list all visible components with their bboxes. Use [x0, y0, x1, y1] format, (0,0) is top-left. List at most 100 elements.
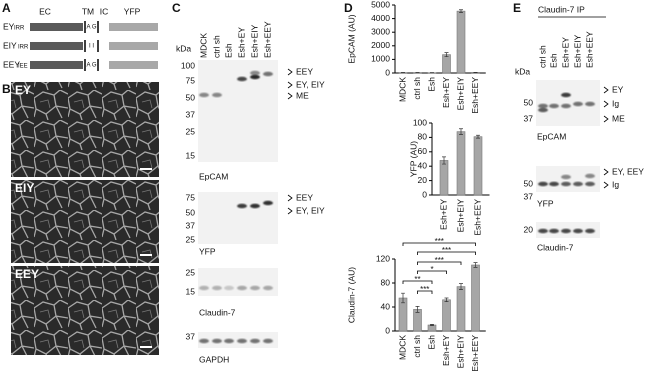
error-bar	[430, 324, 434, 326]
micrograph	[11, 180, 159, 263]
band	[585, 173, 595, 179]
band	[263, 285, 273, 291]
x-tick-label: ctrl sh	[412, 335, 422, 358]
y-tick-label: 0	[385, 67, 390, 77]
band-bracket	[287, 194, 293, 202]
lane-label: ctrl sh	[537, 45, 547, 68]
marker-label: 50	[186, 207, 196, 217]
band	[224, 285, 234, 291]
significance-label: ***	[420, 285, 429, 294]
band	[250, 285, 260, 291]
y-tick-label: 80	[418, 132, 428, 142]
y-tick-label: 0	[422, 189, 427, 199]
domain-header: IC	[100, 6, 109, 16]
x-tick-label: MDCK	[397, 335, 407, 360]
tm-residues: I I	[89, 44, 94, 50]
x-tick-label: Esh+EIY	[455, 199, 465, 233]
kda-label: kDa	[176, 43, 191, 53]
significance-label: ***	[435, 256, 444, 265]
band-label: ME	[612, 113, 625, 123]
marker-label: 75	[186, 75, 196, 85]
lane-label: Esh+EIY	[249, 24, 259, 58]
bar	[456, 286, 466, 332]
band	[573, 101, 583, 107]
ec-domain	[30, 61, 83, 69]
band	[237, 76, 247, 82]
blot-name: EpCAM	[537, 131, 566, 141]
band	[561, 181, 571, 187]
x-tick-label: Esh+EY	[441, 335, 451, 366]
domain-header: EC	[39, 6, 51, 16]
band-label: EY, EIY	[296, 205, 325, 215]
marker-label: 75	[186, 192, 196, 202]
y-tick-label: 1000	[371, 54, 390, 64]
construct-tail: IEE	[18, 64, 28, 70]
significance-bracket	[417, 270, 447, 274]
band-bracket	[603, 100, 609, 108]
marker-label: 37	[186, 109, 196, 119]
bar	[471, 264, 480, 332]
significance-bracket	[417, 290, 433, 294]
band	[250, 338, 260, 344]
band	[561, 174, 571, 180]
marker-label: 100	[181, 60, 195, 70]
blot-name: YFP	[537, 198, 554, 208]
y-tick-label: 40	[381, 301, 391, 311]
yfp-domain	[109, 42, 158, 50]
y-tick-label: 20	[418, 175, 428, 185]
marker-label: 25	[186, 126, 196, 136]
marker-label: 25	[186, 267, 196, 277]
marker-label: 25	[186, 234, 196, 244]
band-label: EEY	[296, 66, 313, 76]
significance-bracket	[402, 280, 433, 284]
blot-name: Claudin-7	[537, 242, 574, 252]
marker-label: 37	[524, 191, 534, 201]
marker-label: 37	[524, 113, 534, 123]
blot	[198, 60, 278, 162]
marker-label: 50	[186, 92, 196, 102]
tm-domain	[83, 61, 109, 69]
bar	[439, 160, 449, 196]
band	[585, 181, 595, 187]
blot	[198, 268, 278, 296]
error-bar	[444, 297, 449, 302]
error-bar	[476, 134, 480, 139]
error-bar	[459, 283, 463, 290]
band	[585, 101, 595, 107]
band	[538, 181, 548, 187]
domain-header: TM	[82, 6, 94, 16]
x-tick-label: Esh+EIY	[455, 335, 465, 369]
band-bracket	[287, 207, 293, 215]
y-tick-label: 60	[418, 146, 428, 156]
band	[549, 103, 559, 109]
panel-label: E	[513, 1, 521, 15]
x-tick-label: Esh+EY	[441, 77, 451, 108]
blot-name: YFP	[199, 246, 216, 256]
band	[212, 285, 222, 291]
band	[199, 92, 209, 98]
x-tick-label: MDCK	[397, 77, 407, 102]
lane-label: Esh	[548, 53, 558, 68]
lane-label: MDCK	[198, 33, 208, 58]
band-label: EY, EEY	[612, 166, 644, 176]
panel-label: D	[344, 1, 353, 15]
construct-tail: IRR	[14, 26, 25, 32]
band	[224, 338, 234, 344]
significance-label: ***	[435, 237, 444, 246]
marker-label: 50	[524, 178, 534, 188]
blot-name: Claudin-7	[199, 307, 236, 317]
y-axis-title: Claudin-7 (AU)	[346, 267, 356, 323]
band	[237, 285, 247, 291]
significance-bracket	[417, 251, 476, 255]
y-tick-label: 80	[381, 277, 391, 287]
y-tick-label: 2000	[371, 40, 390, 50]
blot-name: EpCAM	[199, 171, 228, 181]
band	[538, 103, 548, 109]
band	[250, 70, 260, 76]
y-tick-label: 0	[385, 325, 390, 335]
band	[585, 228, 595, 234]
band	[549, 228, 559, 234]
construct-name: EIY	[3, 40, 17, 50]
marker-label: 37	[186, 220, 196, 230]
